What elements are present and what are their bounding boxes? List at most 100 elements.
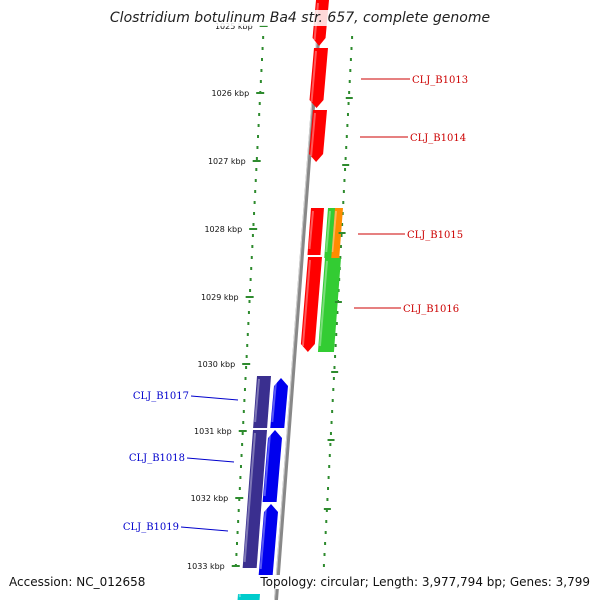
- minus-ring-dot: [251, 234, 254, 237]
- gene-feature-shine: [325, 210, 331, 253]
- plus-ring-dot: [336, 311, 339, 314]
- plus-ring-dot: [326, 498, 329, 501]
- gene-label: CLJ_B1013: [412, 75, 468, 86]
- minus-ring-dot: [247, 311, 250, 314]
- gene-feature: [309, 48, 328, 108]
- plus-ring-dot: [341, 223, 344, 226]
- plus-ring-dot: [344, 168, 347, 171]
- minus-ring-dot: [257, 124, 260, 127]
- minus-ring-dot: [251, 245, 254, 248]
- plus-ring-dot: [329, 443, 332, 446]
- gene-feature: [258, 504, 278, 575]
- plus-ring-dot: [342, 190, 345, 193]
- minus-ring-dot: [238, 487, 241, 490]
- genome-stats-text: Topology: circular; Length: 3,977,794 bp…: [260, 575, 590, 589]
- gene-leader-line: [180, 526, 229, 532]
- minus-ring-dot: [260, 69, 263, 72]
- minus-ring-dot: [240, 454, 243, 457]
- gene-feature-body: [307, 208, 324, 255]
- minus-ring-dot: [237, 509, 240, 512]
- gene-feature: [237, 593, 260, 600]
- plus-ring-dot: [325, 509, 328, 512]
- gene-feature-body: [270, 378, 288, 428]
- minus-ring-dot: [257, 135, 260, 138]
- plus-ring-dot: [327, 487, 330, 490]
- minus-ring-dot: [236, 531, 239, 534]
- minus-ring-dot: [250, 256, 253, 259]
- minus-ring-dot: [253, 212, 256, 215]
- scale-tick-label: 1033 kbp: [187, 562, 225, 571]
- minus-ring-dot: [250, 267, 253, 270]
- plus-ring-dot: [348, 91, 351, 94]
- gene-feature-shine: [263, 432, 271, 497]
- minus-ring-dot: [254, 190, 257, 193]
- gene-feature-shine: [271, 380, 277, 423]
- accession-text: Accession: NC_012658: [9, 575, 146, 589]
- minus-ring-dot: [239, 465, 242, 468]
- scale-tick-label: 1026 kbp: [211, 89, 249, 98]
- gene-feature: [300, 257, 322, 352]
- gene-label: CLJ_B1019: [123, 522, 179, 533]
- scale-tick-label: 1028 kbp: [204, 225, 242, 234]
- outer-tick-mark: [342, 164, 350, 166]
- plus-ring-dot: [339, 245, 342, 248]
- gene-feature-shine: [243, 432, 256, 563]
- scale-ticks: 1025 kbp 1026 kbp 1027 kbp 1028 kbp 1029 kbp…: [187, 22, 353, 571]
- gene-feature-body: [317, 258, 341, 352]
- plus-ring-dot: [335, 322, 338, 325]
- minus-ring-dot: [241, 432, 244, 435]
- minus-ring-dot: [235, 542, 238, 545]
- gene-feature-body: [309, 48, 328, 108]
- plus-ring-dot: [341, 212, 344, 215]
- minus-ring-dot: [241, 443, 244, 446]
- minus-ring-dot: [255, 157, 258, 160]
- plus-ring-dot: [328, 465, 331, 468]
- minus-ring-dot: [256, 146, 259, 149]
- plus-ring-dot: [324, 542, 327, 545]
- plus-ring-dot: [346, 113, 349, 116]
- plus-ring-dot: [348, 80, 351, 83]
- dotted-rings: [234, 36, 354, 567]
- plus-ring-dot: [334, 344, 337, 347]
- feature-tracks: [237, 0, 343, 600]
- scale-tick-mark: [242, 363, 251, 365]
- minus-ring-dot: [261, 47, 264, 50]
- gene-feature: [307, 208, 324, 255]
- minus-ring-dot: [246, 344, 249, 347]
- gene-leader-line: [190, 395, 239, 401]
- plus-ring-dot: [346, 124, 349, 127]
- minus-ring-dot: [262, 36, 265, 39]
- gene-feature: [253, 376, 271, 428]
- gene-feature-body: [309, 110, 327, 162]
- gene-label: CLJ_B1015: [407, 230, 463, 241]
- scale-tick-mark: [252, 160, 261, 162]
- scale-tick-mark: [231, 565, 240, 567]
- scale-tick-mark: [249, 228, 258, 230]
- gene-feature-shine: [310, 50, 317, 103]
- minus-ring-dot: [247, 322, 250, 325]
- gene-leader-line: [186, 457, 235, 463]
- minus-ring-dot: [254, 179, 257, 182]
- plus-ring-dot: [337, 289, 340, 292]
- plus-ring-dot: [345, 146, 348, 149]
- minus-ring-dot: [253, 201, 256, 204]
- gene-label: CLJ_B1014: [410, 133, 466, 144]
- minus-ring-dot: [242, 421, 245, 424]
- scale-tick-mark: [259, 25, 268, 27]
- gene-feature-body: [324, 208, 335, 258]
- outer-tick-mark: [338, 232, 346, 234]
- gene-feature: [270, 378, 288, 428]
- minus-ring-dot: [249, 289, 252, 292]
- scale-tick-label: 1027 kbp: [208, 157, 246, 166]
- minus-ring-dot: [258, 102, 261, 105]
- scale-tick-label: 1032 kbp: [191, 494, 229, 503]
- gene-feature-shine: [318, 260, 328, 347]
- gene-feature: [309, 110, 327, 162]
- plus-ring-dot: [335, 333, 338, 336]
- plus-ring-dot: [322, 564, 325, 567]
- minus-ring-dot: [255, 168, 258, 171]
- scale-tick-label: 1031 kbp: [194, 427, 232, 436]
- plus-ring-dot: [331, 410, 334, 413]
- plus-ring-dot: [339, 256, 342, 259]
